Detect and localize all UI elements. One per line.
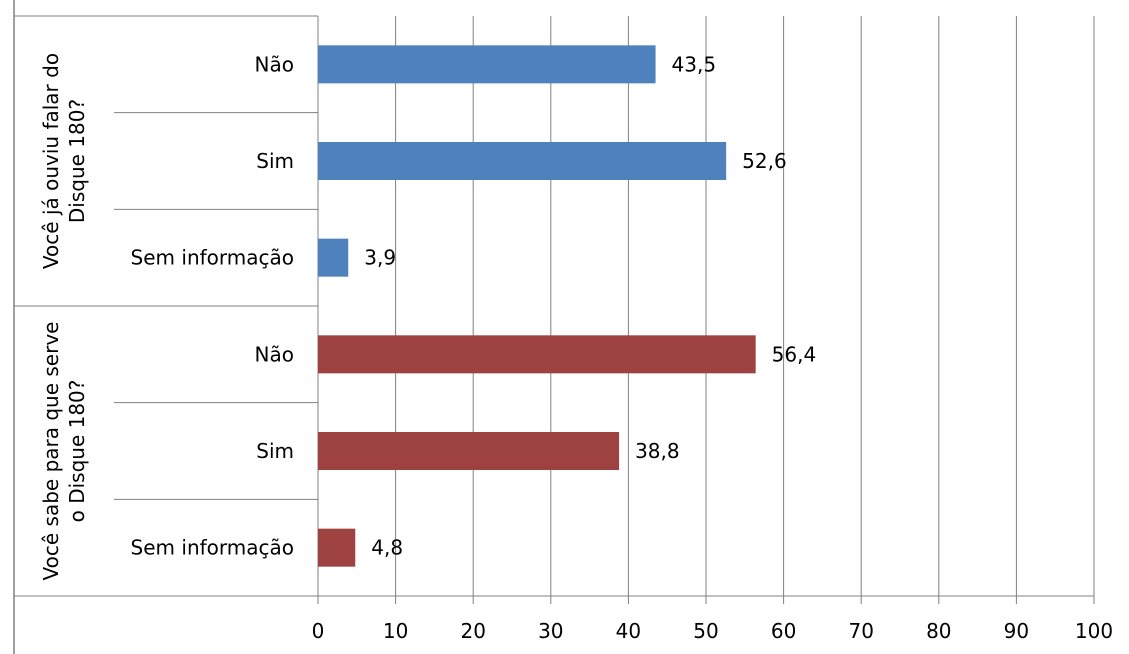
group-label-line: Você sabe para que serve bbox=[39, 322, 63, 581]
category-label: Sim bbox=[256, 439, 294, 463]
group-label-line: o Disque 180? bbox=[65, 380, 89, 523]
bar bbox=[318, 528, 356, 567]
group-label: Você sabe para que serve o Disque 180? bbox=[39, 322, 89, 581]
bar bbox=[318, 335, 756, 374]
data-label: 56,4 bbox=[772, 342, 817, 366]
x-tick-label: 90 bbox=[1004, 619, 1029, 643]
data-label: 43,5 bbox=[672, 52, 717, 76]
bar bbox=[318, 142, 727, 180]
x-tick-label: 10 bbox=[383, 619, 408, 643]
category-label: Não bbox=[255, 52, 294, 76]
x-tick-label: 80 bbox=[926, 619, 951, 643]
bars bbox=[318, 45, 756, 567]
x-tick-label: 0 bbox=[312, 619, 325, 643]
x-tick-label: 60 bbox=[771, 619, 796, 643]
data-label: 3,9 bbox=[364, 246, 396, 270]
x-tick-label: 40 bbox=[616, 619, 641, 643]
bar bbox=[318, 45, 656, 84]
data-label: 4,8 bbox=[371, 536, 403, 560]
x-tick-label: 50 bbox=[693, 619, 718, 643]
category-label: Sim bbox=[256, 149, 294, 173]
group-label-line: Você já ouviu falar do bbox=[39, 53, 63, 269]
group-label: Você já ouviu falar do Disque 180? bbox=[39, 53, 89, 269]
x-tick-label: 30 bbox=[538, 619, 563, 643]
group-label-line: Disque 180? bbox=[65, 99, 89, 223]
x-tick-label: 100 bbox=[1075, 619, 1113, 643]
gridlines bbox=[317, 16, 1095, 604]
data-label: 52,6 bbox=[742, 149, 787, 173]
category-label: Sem informação bbox=[131, 536, 294, 560]
category-label: Sem informação bbox=[131, 246, 294, 270]
x-tick-label: 70 bbox=[848, 619, 873, 643]
labels: 0 10 20 30 40 50 60 70 80 90 100 Você já ouviu fala… bbox=[39, 52, 1113, 643]
data-label: 38,8 bbox=[635, 439, 680, 463]
category-label: Não bbox=[255, 342, 294, 366]
bar bbox=[318, 238, 349, 277]
bar bbox=[318, 432, 620, 470]
x-tick-label: 20 bbox=[460, 619, 485, 643]
